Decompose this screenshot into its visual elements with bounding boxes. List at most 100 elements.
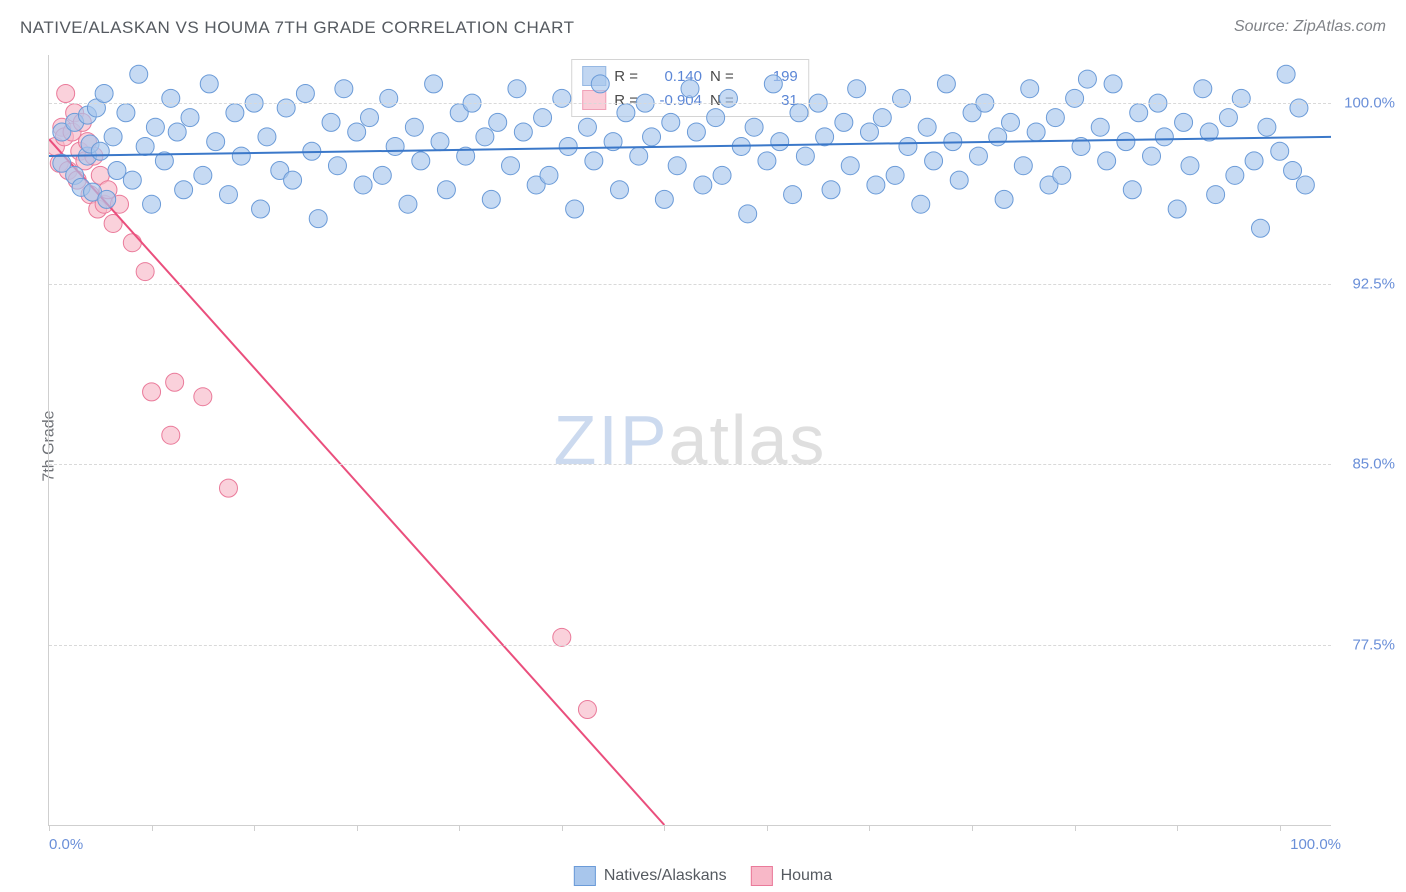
data-point	[277, 99, 295, 117]
data-point	[1251, 219, 1269, 237]
legend-label-series2: Houma	[781, 867, 833, 885]
data-point	[630, 147, 648, 165]
data-point	[91, 166, 109, 184]
data-point	[71, 142, 89, 160]
data-point	[98, 190, 116, 208]
data-point	[1066, 89, 1084, 107]
legend-label-series1: Natives/Alaskans	[604, 867, 727, 885]
data-point	[1219, 109, 1237, 127]
x-tick	[49, 825, 50, 831]
data-point	[1245, 152, 1263, 170]
data-point	[130, 65, 148, 83]
data-point	[354, 176, 372, 194]
data-point	[81, 186, 99, 204]
data-point	[386, 137, 404, 155]
n-label: N =	[710, 68, 734, 85]
data-point	[104, 214, 122, 232]
data-point	[1021, 80, 1039, 98]
chart-title: NATIVE/ALASKAN VS HOUMA 7TH GRADE CORREL…	[20, 18, 575, 38]
data-point	[136, 137, 154, 155]
series1-n-value: 199	[742, 68, 798, 85]
data-point	[918, 118, 936, 136]
x-tick	[1075, 825, 1076, 831]
data-point	[108, 162, 126, 180]
info-swatch-series1	[582, 66, 606, 86]
x-tick-label: 100.0%	[1290, 836, 1341, 853]
data-point	[66, 104, 84, 122]
data-point	[873, 109, 891, 127]
data-point	[89, 200, 107, 218]
data-point	[258, 128, 276, 146]
r-label: R =	[614, 92, 638, 109]
data-point	[1117, 133, 1135, 151]
gridline	[49, 103, 1331, 104]
data-point	[1072, 137, 1090, 155]
data-point	[540, 166, 558, 184]
data-point	[1002, 113, 1020, 131]
data-point	[284, 171, 302, 189]
data-point	[713, 166, 731, 184]
data-point	[143, 383, 161, 401]
watermark: ZIPatlas	[554, 400, 827, 480]
data-point	[502, 157, 520, 175]
data-point	[534, 109, 552, 127]
data-point	[1200, 123, 1218, 141]
data-point	[893, 89, 911, 107]
x-tick	[562, 825, 563, 831]
data-point	[1296, 176, 1314, 194]
data-point	[912, 195, 930, 213]
series2-r-value: -0.904	[646, 92, 702, 109]
scatter-svg	[49, 55, 1331, 825]
data-point	[68, 171, 86, 189]
data-point	[739, 205, 757, 223]
data-point	[91, 142, 109, 160]
x-tick	[869, 825, 870, 831]
data-point	[95, 195, 113, 213]
gridline	[49, 464, 1331, 465]
data-point	[252, 200, 270, 218]
data-point	[508, 80, 526, 98]
data-point	[55, 128, 73, 146]
data-point	[1271, 142, 1289, 160]
data-point	[194, 166, 212, 184]
data-point	[1123, 181, 1141, 199]
data-point	[95, 85, 113, 103]
data-point	[111, 195, 129, 213]
data-point	[937, 75, 955, 93]
info-swatch-series2	[582, 90, 606, 110]
data-point	[219, 479, 237, 497]
data-point	[78, 147, 96, 165]
data-point	[1168, 200, 1186, 218]
x-tick	[254, 825, 255, 831]
data-point	[687, 123, 705, 141]
data-point	[950, 171, 968, 189]
data-point	[162, 426, 180, 444]
data-point	[226, 104, 244, 122]
data-point	[405, 118, 423, 136]
data-point	[162, 89, 180, 107]
x-tick	[459, 825, 460, 831]
data-point	[1098, 152, 1116, 170]
y-tick-label: 85.0%	[1352, 456, 1395, 473]
legend: Natives/Alaskans Houma	[574, 866, 832, 886]
data-point	[81, 135, 99, 153]
data-point	[117, 104, 135, 122]
data-point	[1014, 157, 1032, 175]
data-point	[348, 123, 366, 141]
data-point	[655, 190, 673, 208]
data-point	[143, 195, 161, 213]
data-point	[104, 128, 122, 146]
source-label: Source: ZipAtlas.com	[1234, 18, 1386, 36]
data-point	[84, 183, 102, 201]
data-point	[668, 157, 686, 175]
data-point	[578, 118, 596, 136]
x-tick	[767, 825, 768, 831]
watermark-part1: ZIP	[554, 401, 669, 479]
data-point	[49, 137, 64, 155]
data-point	[482, 190, 500, 208]
data-point	[1046, 109, 1064, 127]
data-point	[841, 157, 859, 175]
data-point	[123, 234, 141, 252]
gridline	[49, 645, 1331, 646]
data-point	[175, 181, 193, 199]
